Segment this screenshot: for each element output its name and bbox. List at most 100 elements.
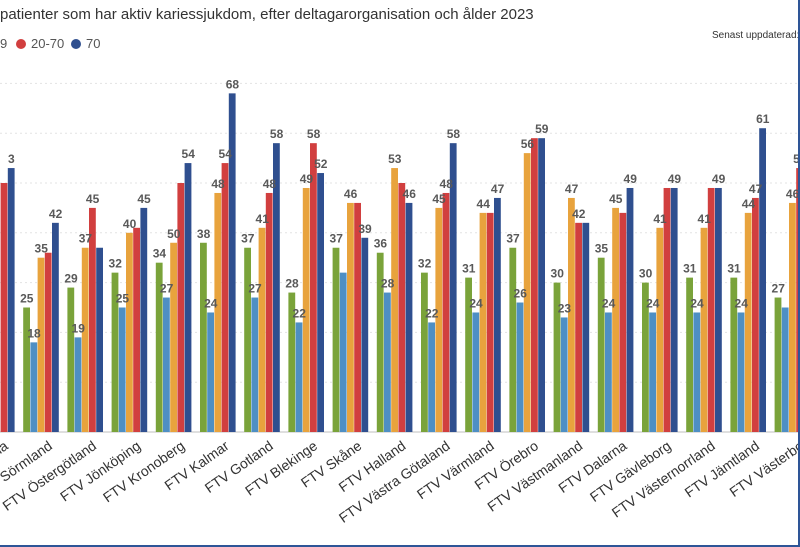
bar	[774, 297, 782, 432]
data-label: 39	[358, 222, 372, 236]
bar	[126, 232, 133, 432]
data-label: 23	[558, 301, 572, 315]
data-label: 24	[690, 296, 704, 310]
bar	[693, 312, 701, 432]
bar	[44, 252, 52, 432]
data-label: 22	[293, 306, 307, 320]
bar	[163, 297, 170, 432]
bar	[302, 187, 310, 432]
data-label: 46	[344, 187, 358, 201]
data-label: 58	[447, 127, 461, 141]
legend-item-70[interactable]: 70	[71, 36, 100, 51]
data-label: 37	[330, 232, 344, 246]
data-label: 31	[683, 262, 697, 276]
bar	[560, 317, 568, 432]
bar	[405, 202, 413, 432]
data-label: 40	[123, 217, 137, 231]
data-label: 27	[772, 282, 786, 296]
bar	[442, 192, 450, 432]
bar	[619, 212, 627, 432]
legend-dot-70	[71, 38, 81, 49]
bar	[796, 168, 798, 432]
data-label: 45	[86, 192, 100, 206]
legend-item-20-70[interactable]: 20-70	[16, 36, 64, 51]
bar	[494, 197, 501, 432]
bar	[398, 183, 406, 432]
bar	[133, 227, 140, 432]
bar	[96, 247, 103, 432]
bar	[0, 183, 8, 432]
bar	[89, 207, 96, 432]
bar	[486, 212, 494, 432]
data-label: 32	[109, 257, 123, 271]
data-label: 59	[535, 122, 549, 136]
data-label: 41	[256, 212, 270, 226]
data-label: 32	[418, 257, 432, 271]
bar	[244, 247, 251, 432]
data-label: 46	[786, 187, 798, 201]
data-label: 61	[756, 112, 770, 126]
bar	[789, 202, 796, 432]
bar	[221, 163, 229, 432]
data-label: 24	[204, 296, 218, 310]
data-label: 24	[602, 296, 616, 310]
bar	[597, 257, 605, 432]
data-label: 37	[79, 232, 93, 246]
data-label: 47	[749, 182, 763, 196]
data-label: 24	[469, 296, 483, 310]
data-label: 68	[226, 77, 240, 91]
data-label: 41	[653, 212, 667, 226]
bar	[649, 312, 656, 432]
data-label: 24	[735, 296, 749, 310]
bar	[288, 292, 296, 432]
bar	[317, 173, 324, 433]
bar	[354, 202, 361, 432]
data-label: 48	[211, 177, 225, 191]
bar	[184, 163, 192, 432]
data-label: 42	[49, 207, 63, 221]
bar	[391, 168, 398, 432]
legend-item-9[interactable]: 9	[0, 36, 7, 51]
bar	[140, 207, 148, 432]
data-label: 49	[624, 172, 638, 186]
bar	[228, 93, 236, 433]
bar	[663, 187, 671, 432]
bar	[74, 337, 82, 432]
data-label: 49	[300, 172, 314, 186]
data-label: 50	[167, 227, 181, 241]
x-tick-label: FTV Västerbo	[726, 437, 798, 500]
bar	[435, 207, 443, 432]
bar	[612, 207, 619, 432]
data-label: 49	[712, 172, 726, 186]
data-label: 56	[521, 137, 535, 151]
data-label: 42	[572, 207, 586, 221]
data-label: 44	[742, 197, 756, 211]
bar	[155, 262, 163, 432]
bar	[177, 183, 185, 432]
data-label: 58	[270, 127, 284, 141]
bar	[449, 143, 457, 432]
bar	[37, 257, 45, 432]
bar	[707, 187, 715, 432]
data-label: 34	[153, 247, 167, 261]
data-label: 45	[137, 192, 151, 206]
bar	[752, 197, 759, 432]
bar	[52, 222, 59, 432]
bar	[376, 252, 384, 432]
bar	[258, 227, 266, 432]
bar	[516, 302, 524, 432]
bar	[273, 143, 280, 432]
legend-dot-20-70	[16, 38, 26, 49]
data-label: 30	[639, 267, 653, 281]
bar	[30, 342, 38, 432]
bar	[553, 282, 561, 432]
bar	[582, 222, 590, 432]
bar	[310, 143, 317, 432]
data-label: 18	[27, 326, 41, 340]
bar	[295, 322, 303, 432]
data-label: 53	[793, 152, 798, 166]
bar	[656, 227, 664, 432]
bar	[744, 212, 752, 432]
bar	[7, 168, 15, 432]
